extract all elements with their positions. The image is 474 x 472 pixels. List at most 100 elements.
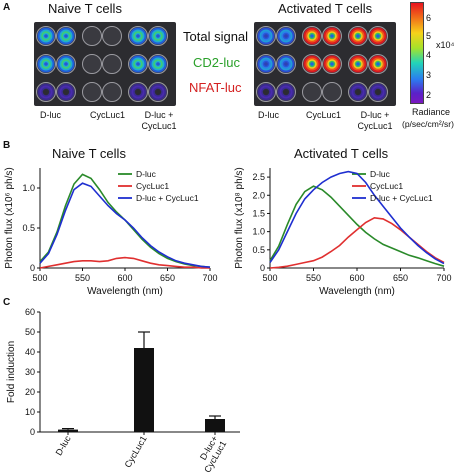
bar-1 xyxy=(134,348,154,432)
x-axis-label: Wavelength (nm) xyxy=(87,286,163,297)
well-signal xyxy=(264,90,268,94)
naive-spectrum-chart: 500 550 600 650 700 0 0.5 1.0 Wavelength (nm) Pho… xyxy=(4,167,218,297)
well-outline xyxy=(82,54,102,74)
well-signal xyxy=(136,62,140,66)
well-signal xyxy=(376,34,380,38)
wells-svg xyxy=(36,26,168,102)
well-outline xyxy=(102,82,122,102)
colorbar-tick-3: 3 xyxy=(426,70,432,80)
colorbar-tick-4: 4 xyxy=(426,50,432,60)
well-signal xyxy=(310,34,314,38)
well-outline xyxy=(82,82,102,102)
x-axis-label: Wavelength (nm) xyxy=(319,286,395,297)
y-tick-label: 0.5 xyxy=(22,223,35,233)
x-tick-label: 650 xyxy=(393,273,408,283)
well-outline xyxy=(102,26,122,46)
x-tick-label-2: D-luc+CycLuc1 xyxy=(194,434,229,472)
well-signal xyxy=(310,62,314,66)
series-line-1 xyxy=(39,256,210,269)
row-label-cd2-luc: CD2-luc xyxy=(193,55,240,70)
y-tick-label: 10 xyxy=(25,407,35,417)
y-tick-label: 1.0 xyxy=(22,183,35,193)
y-tick-label: 1.0 xyxy=(252,227,265,237)
activated-spectrum-chart: 500 550 600 650 700 0 0.5 1.0 1.5 2.0 2.5 Wavelengt… xyxy=(234,167,452,297)
y-tick-label: 2.0 xyxy=(252,190,265,200)
panel-c-letter: C xyxy=(3,297,11,308)
y-tick-label: 0 xyxy=(30,427,35,437)
well-signal xyxy=(284,62,288,66)
well-signal xyxy=(284,90,288,94)
series-line-0 xyxy=(269,185,445,267)
bar-0 xyxy=(58,429,78,432)
y-tick-label: 1.5 xyxy=(252,208,265,218)
panel-a-naive-title: Naive T cells xyxy=(48,1,122,16)
well-outline xyxy=(82,26,102,46)
well-signal xyxy=(356,90,360,94)
well-outline xyxy=(322,82,342,102)
well-signal xyxy=(356,34,360,38)
x-tick-label-line: D-luc xyxy=(54,434,73,458)
y-tick-label: 40 xyxy=(25,347,35,357)
colorbar-tick-2: 2 xyxy=(426,90,432,100)
x-tick-label-line: CycLuc1 xyxy=(123,434,149,469)
activated-col-label-cycluc1: CycLuc1 xyxy=(306,110,342,120)
y-axis-label: Photon flux (x10⁶ ph/s) xyxy=(4,167,15,268)
y-tick-label: 60 xyxy=(25,307,35,317)
well-signal xyxy=(64,90,68,94)
well-signal xyxy=(156,34,160,38)
panel-b-letter: B xyxy=(3,140,11,151)
well-outline xyxy=(302,82,322,102)
x-tick-label: 600 xyxy=(117,273,132,283)
y-tick-label: 0.5 xyxy=(252,245,265,255)
x-tick-label: 700 xyxy=(202,273,217,283)
x-tick-label-1: CycLuc1 xyxy=(123,434,149,469)
colorbar-scale-label: x10⁴ xyxy=(436,40,455,50)
well-signal xyxy=(376,90,380,94)
activated-col-label-dluc: D-luc xyxy=(258,110,280,120)
x-tick-label: 500 xyxy=(262,273,277,283)
well-signal xyxy=(136,34,140,38)
y-tick-label: 30 xyxy=(25,367,35,377)
x-tick-label: 550 xyxy=(75,273,90,283)
legend-label-0: D-luc xyxy=(370,169,391,179)
activated-wells-plate xyxy=(254,22,396,106)
well-signal xyxy=(330,34,334,38)
well-signal xyxy=(264,34,268,38)
wells-svg xyxy=(256,26,388,102)
colorbar-tick-5: 5 xyxy=(426,31,432,41)
x-tick-label: 700 xyxy=(436,273,451,283)
legend-label-2: D-luc + CycLuc1 xyxy=(136,193,199,203)
naive-col-label-dluc-cycluc1: D-luc + CycLuc1 xyxy=(141,110,177,131)
well-signal xyxy=(44,34,48,38)
legend-label-1: CycLuc1 xyxy=(136,181,169,191)
x-tick-label: 550 xyxy=(306,273,321,283)
y-tick-label: 0 xyxy=(260,263,265,273)
x-tick-label: 500 xyxy=(32,273,47,283)
x-tick-label-0: D-luc xyxy=(54,434,73,458)
y-tick-label: 2.5 xyxy=(252,172,265,182)
well-signal xyxy=(136,90,140,94)
row-label-nfat-luc: NFAT-luc xyxy=(189,80,242,95)
series-line-2 xyxy=(269,170,445,265)
naive-wells-plate xyxy=(34,22,176,106)
fold-induction-chart: 0 10 20 30 40 50 60 Fold induction D-luc CycLuc1 D… xyxy=(6,307,240,472)
x-tick-label: 650 xyxy=(160,273,175,283)
well-signal xyxy=(44,90,48,94)
bar-2 xyxy=(205,419,225,432)
well-signal xyxy=(330,62,334,66)
legend-label-0: D-luc xyxy=(136,169,157,179)
naive-col-label-cycluc1: CycLuc1 xyxy=(90,110,126,120)
activated-col-label-dluc-cycluc1: D-luc + CycLuc1 xyxy=(357,110,393,131)
legend-label-1: CycLuc1 xyxy=(370,181,403,191)
series-line-2 xyxy=(39,182,211,268)
panel-a-activated-title: Activated T cells xyxy=(278,1,373,16)
y-tick-label: 20 xyxy=(25,387,35,397)
colorbar-tick-6: 6 xyxy=(426,13,432,23)
well-signal xyxy=(156,62,160,66)
row-label-total-signal: Total signal xyxy=(183,29,249,44)
panel-b-activated-title: Activated T cells xyxy=(294,146,389,161)
panel-a-letter: A xyxy=(3,2,11,13)
y-tick-label: 0 xyxy=(30,263,35,273)
well-signal xyxy=(64,62,68,66)
radiance-colorbar xyxy=(410,2,424,104)
